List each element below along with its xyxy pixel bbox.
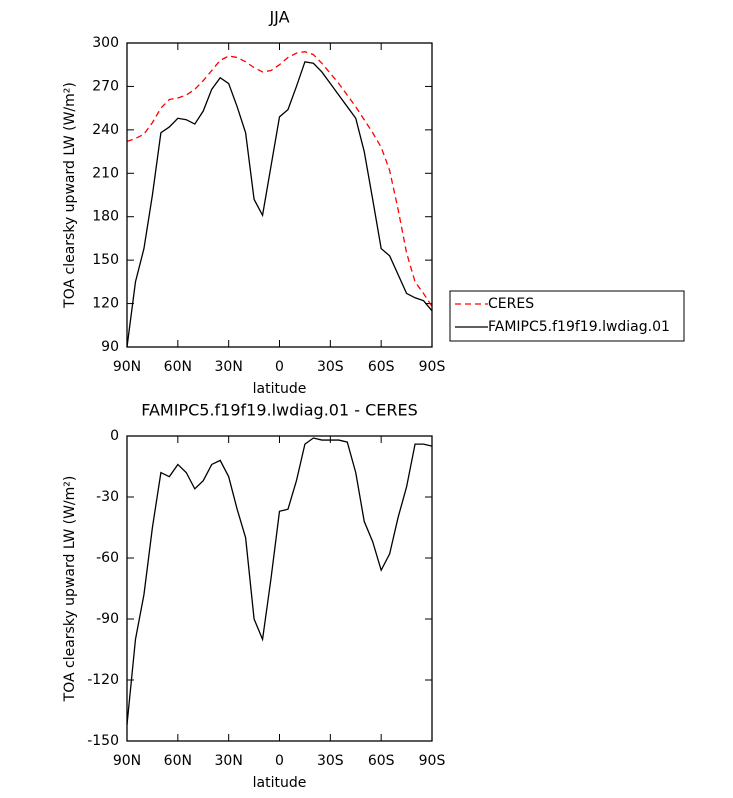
x-tick-label: 30S [317, 359, 344, 375]
x-tick-label: 60S [368, 753, 395, 769]
x-tick-label: 60N [164, 359, 192, 375]
y-tick-label: -30 [96, 489, 119, 505]
legend-label: CERES [488, 296, 534, 312]
y-tick-label: -60 [96, 550, 119, 566]
x-tick-label: 90N [113, 359, 141, 375]
y-tick-label: 90 [101, 339, 119, 355]
x-tick-label: 90S [419, 753, 446, 769]
legend-box [449, 290, 685, 342]
series-line [126, 51, 433, 307]
y-tick-label: 150 [92, 252, 119, 268]
series-line [126, 437, 433, 725]
chart-title: JJA [268, 8, 289, 27]
plot-frame [126, 435, 433, 742]
y-tick-label: -90 [96, 611, 119, 627]
y-tick-label: 210 [92, 165, 119, 181]
plot-frame [126, 42, 433, 348]
x-tick-label: 0 [275, 753, 284, 769]
x-tick-label: 60S [368, 359, 395, 375]
x-tick-label: 30S [317, 753, 344, 769]
y-tick-label: 120 [92, 296, 119, 312]
chart-title: FAMIPC5.f19f19.lwdiag.01 - CERES [141, 401, 418, 420]
y-tick-label: -150 [87, 733, 119, 749]
x-tick-label: 90S [419, 359, 446, 375]
x-axis-label: latitude [253, 381, 307, 397]
legend-label: FAMIPC5.f19f19.lwdiag.01 [488, 319, 670, 335]
y-tick-label: 300 [92, 35, 119, 51]
x-tick-label: 60N [164, 753, 192, 769]
x-tick-label: 90N [113, 753, 141, 769]
x-axis-label: latitude [253, 775, 307, 791]
y-axis-label: TOA clearsky upward LW (W/m²) [62, 82, 78, 309]
x-tick-label: 30N [215, 359, 243, 375]
x-tick-label: 0 [275, 359, 284, 375]
y-tick-label: 240 [92, 122, 119, 138]
y-tick-label: -120 [87, 672, 119, 688]
y-tick-label: 270 [92, 78, 119, 94]
series-line [126, 61, 433, 348]
x-tick-label: 30N [215, 753, 243, 769]
y-tick-label: 180 [92, 209, 119, 225]
y-tick-label: 0 [110, 428, 119, 444]
y-axis-label: TOA clearsky upward LW (W/m²) [62, 476, 78, 703]
